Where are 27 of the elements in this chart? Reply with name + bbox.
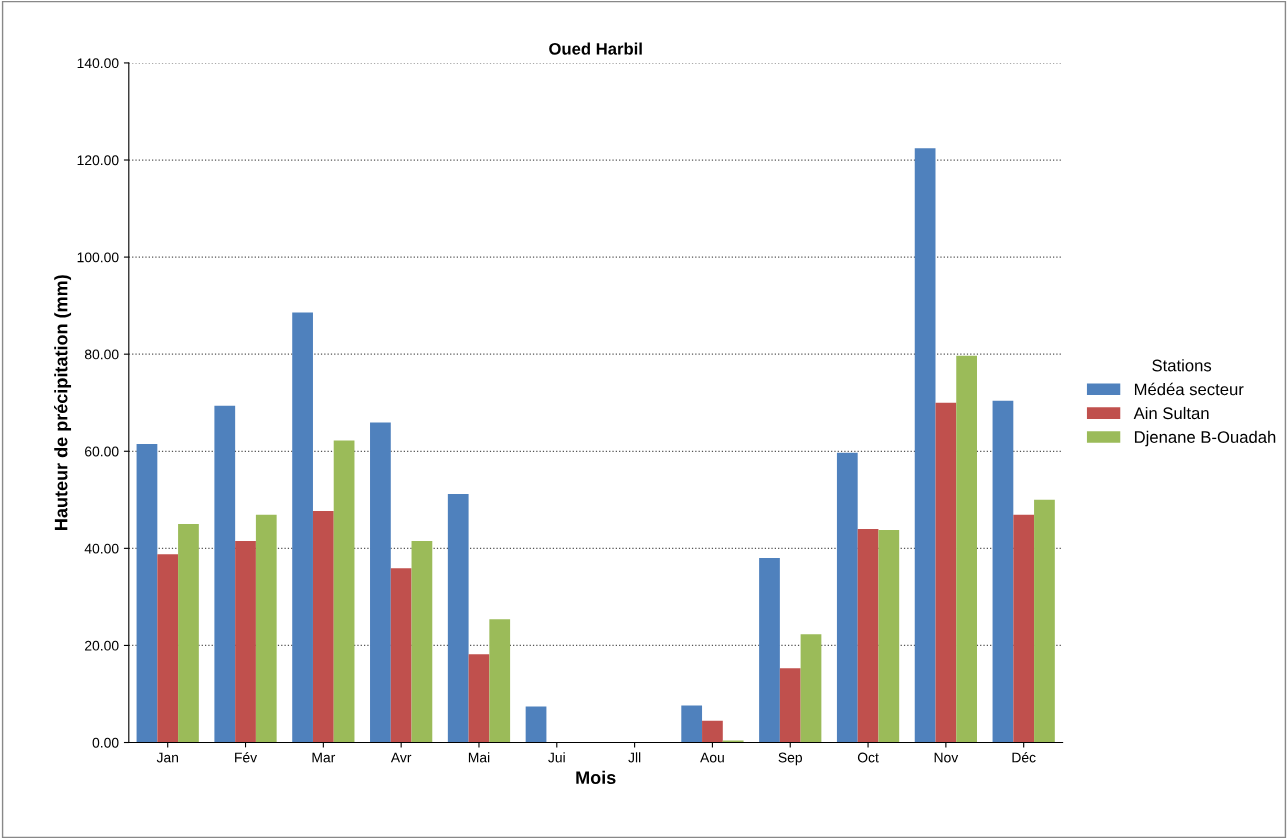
x-tick-label: Sep <box>778 752 803 766</box>
y-tick-label: 140.00 <box>77 58 119 69</box>
legend-label: Ain Sultan <box>1133 406 1209 420</box>
y-tick-label: 100.00 <box>77 252 119 263</box>
y-tick-label: 40.00 <box>84 543 119 554</box>
y-tick-label: 60.00 <box>85 446 119 457</box>
x-tick-label: Jll <box>628 752 641 763</box>
x-tick-label: Oct <box>857 752 879 763</box>
x-tick-label: Mai <box>468 752 490 763</box>
x-axis-title: Mois <box>576 770 616 784</box>
x-tick-label: Avr <box>390 752 412 763</box>
x-tick-label: Fév <box>235 752 258 763</box>
y-tick-label: 0.00 <box>92 737 119 748</box>
x-tick-label: Nov <box>934 752 959 763</box>
legend-title: Stations <box>1152 359 1212 372</box>
x-tick-label: Déc <box>1012 752 1036 763</box>
chart-title: Oued Harbil <box>549 42 642 55</box>
x-tick-label: Aou <box>700 752 724 763</box>
legend-label: Médéa secteur <box>1134 382 1244 396</box>
legend-label: Djenane B-Ouadah <box>1134 430 1276 447</box>
y-tick-label: 20.00 <box>85 640 119 651</box>
y-axis-title: Hauteur de précipitation (mm) <box>54 275 72 530</box>
x-tick-label: Mar <box>312 752 336 763</box>
y-tick-label: 80.00 <box>84 349 119 360</box>
y-tick-label: 120.00 <box>77 155 119 166</box>
x-tick-label: Jan <box>156 752 178 763</box>
x-tick-label: Jui <box>548 752 565 763</box>
